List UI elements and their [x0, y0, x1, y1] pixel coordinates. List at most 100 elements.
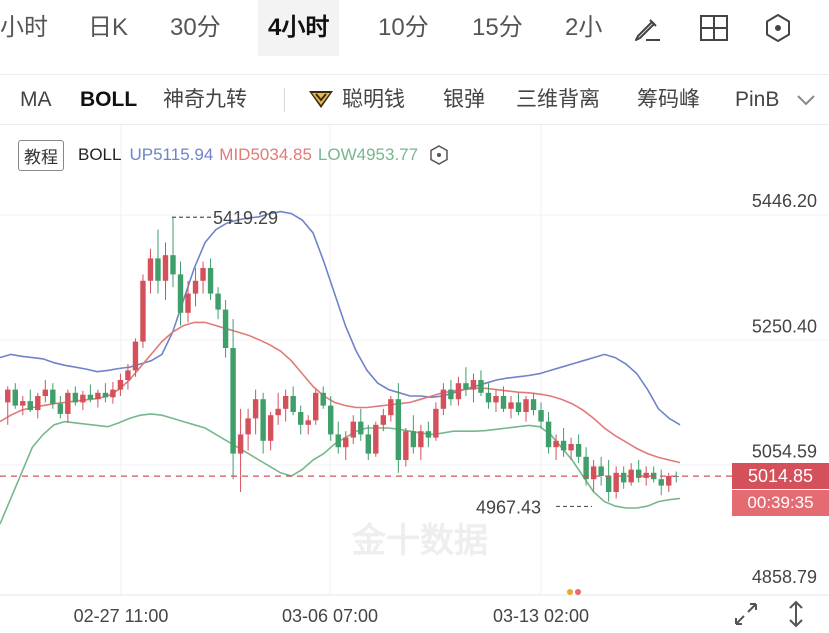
indicator-td9[interactable]: 神奇九转 [163, 88, 247, 111]
candle-body [635, 469, 642, 478]
candle-body [373, 424, 379, 454]
tab-hour[interactable]: 小时 [0, 14, 48, 41]
candle-body [140, 280, 146, 342]
candle-body [403, 431, 409, 461]
chevron-down-icon[interactable] [795, 92, 817, 108]
candle-body [132, 341, 139, 371]
candle-body [20, 401, 26, 406]
candlestick-chart[interactable]: 金十数据 5419.29 4967.43 5446.20 5250.40 5054.5… [0, 125, 829, 633]
candle-body [388, 399, 394, 416]
tab-30min[interactable]: 30分 [170, 14, 221, 41]
candle-body [125, 370, 131, 380]
x-axis: 02-27 11:00 03-06 07:00 03-13 02:00 [74, 589, 589, 626]
candle-body [282, 395, 289, 409]
y-tick-label: 5250.40 [752, 316, 817, 336]
indicator-3d-divergence[interactable]: 三维背离 [516, 88, 600, 111]
tab-15min[interactable]: 15分 [472, 14, 523, 41]
candle-body [658, 479, 664, 486]
candle-body [605, 476, 612, 493]
candle-body [35, 395, 41, 411]
y-tick-label: 5446.20 [752, 191, 817, 211]
legend-low: LOW4953.77 [317, 145, 419, 164]
candle-body [260, 399, 266, 441]
candle-body [395, 399, 402, 461]
candle-body [523, 399, 529, 413]
boll-legend: 教程 BOLL UP5115.94 MID5034.85 LOW4953.77 [18, 139, 450, 171]
candle-body [320, 392, 326, 406]
candle-body [170, 255, 176, 275]
candle-body [448, 389, 454, 400]
vertical-scale-icon[interactable] [782, 600, 810, 628]
candle-body [290, 395, 296, 413]
candle-body [666, 476, 672, 486]
candle-body [358, 421, 364, 435]
annotations: 5419.29 4967.43 [0, 208, 732, 517]
candle-body [95, 392, 101, 400]
candle-body [200, 267, 206, 281]
event-dot [575, 589, 581, 595]
divider [0, 124, 829, 125]
high-label: 5419.29 [213, 208, 278, 228]
tutorial-button[interactable]: 教程 [18, 139, 64, 171]
candle-body [245, 418, 251, 435]
candle-body [117, 379, 124, 390]
candle-body [252, 399, 259, 419]
candle-body [297, 412, 304, 425]
candle-body [350, 421, 356, 438]
draw-tool-icon[interactable] [632, 12, 664, 44]
indicator-smart-money[interactable]: 聪明钱 [306, 76, 405, 124]
indicator-boll[interactable]: BOLL [80, 88, 138, 111]
boll-up-line [0, 210, 681, 426]
candle-body [275, 408, 281, 416]
indicator-divider [284, 88, 285, 112]
candle-body [538, 410, 544, 422]
candle-body [42, 389, 49, 396]
candle-body [313, 392, 319, 421]
tab-daily-k[interactable]: 日K [88, 14, 129, 41]
candle-body [643, 472, 649, 478]
indicator-ma[interactable]: MA [20, 88, 52, 111]
candle-body [147, 258, 154, 281]
candle-body [27, 401, 33, 411]
candle-body [598, 466, 604, 477]
low-label: 4967.43 [476, 497, 541, 517]
fullscreen-icon[interactable] [732, 600, 760, 628]
candle-body [380, 415, 387, 425]
layout-grid-icon[interactable] [698, 12, 730, 44]
tab-4hour[interactable]: 4小时 [258, 0, 340, 56]
boll-low-line [0, 413, 681, 525]
candle-body [177, 274, 184, 313]
x-tick-label: 03-06 07:00 [282, 606, 378, 626]
candle-body [493, 395, 499, 403]
countdown-tag: 00:39:35 [732, 490, 829, 517]
indicator-pinbar[interactable]: PinB [735, 88, 780, 111]
candle-body [305, 420, 311, 425]
indicator-chip-peak[interactable]: 筹码峰 [637, 88, 700, 111]
candle-body [335, 434, 341, 448]
candle-body [80, 394, 86, 403]
candle-body [57, 403, 64, 414]
y-tick-label: 4858.79 [752, 567, 817, 587]
event-dot [567, 589, 573, 595]
candle-body [237, 434, 244, 454]
boll-bands [0, 210, 681, 525]
candle-body [162, 255, 169, 281]
legend-name: BOLL [78, 145, 122, 164]
candle-body [455, 383, 462, 400]
candle-body [613, 472, 619, 493]
x-tick-label: 02-27 11:00 [74, 606, 169, 626]
candle-body [485, 392, 492, 403]
tab-2hour-partial[interactable]: 2小 [565, 14, 603, 41]
chart-grid [0, 125, 829, 596]
settings-hex-icon[interactable] [762, 12, 794, 44]
tab-10min[interactable]: 10分 [378, 14, 429, 41]
candle-body [508, 402, 514, 409]
candle-body [207, 267, 214, 294]
current-price-tag: 5014.85 [732, 463, 829, 490]
candle-body [583, 456, 589, 480]
candle-body [410, 431, 417, 448]
indicator-silver-bullet[interactable]: 银弹 [443, 88, 485, 111]
candle-body [568, 444, 574, 451]
candle-body [230, 347, 236, 454]
legend-settings-icon[interactable] [428, 144, 450, 166]
